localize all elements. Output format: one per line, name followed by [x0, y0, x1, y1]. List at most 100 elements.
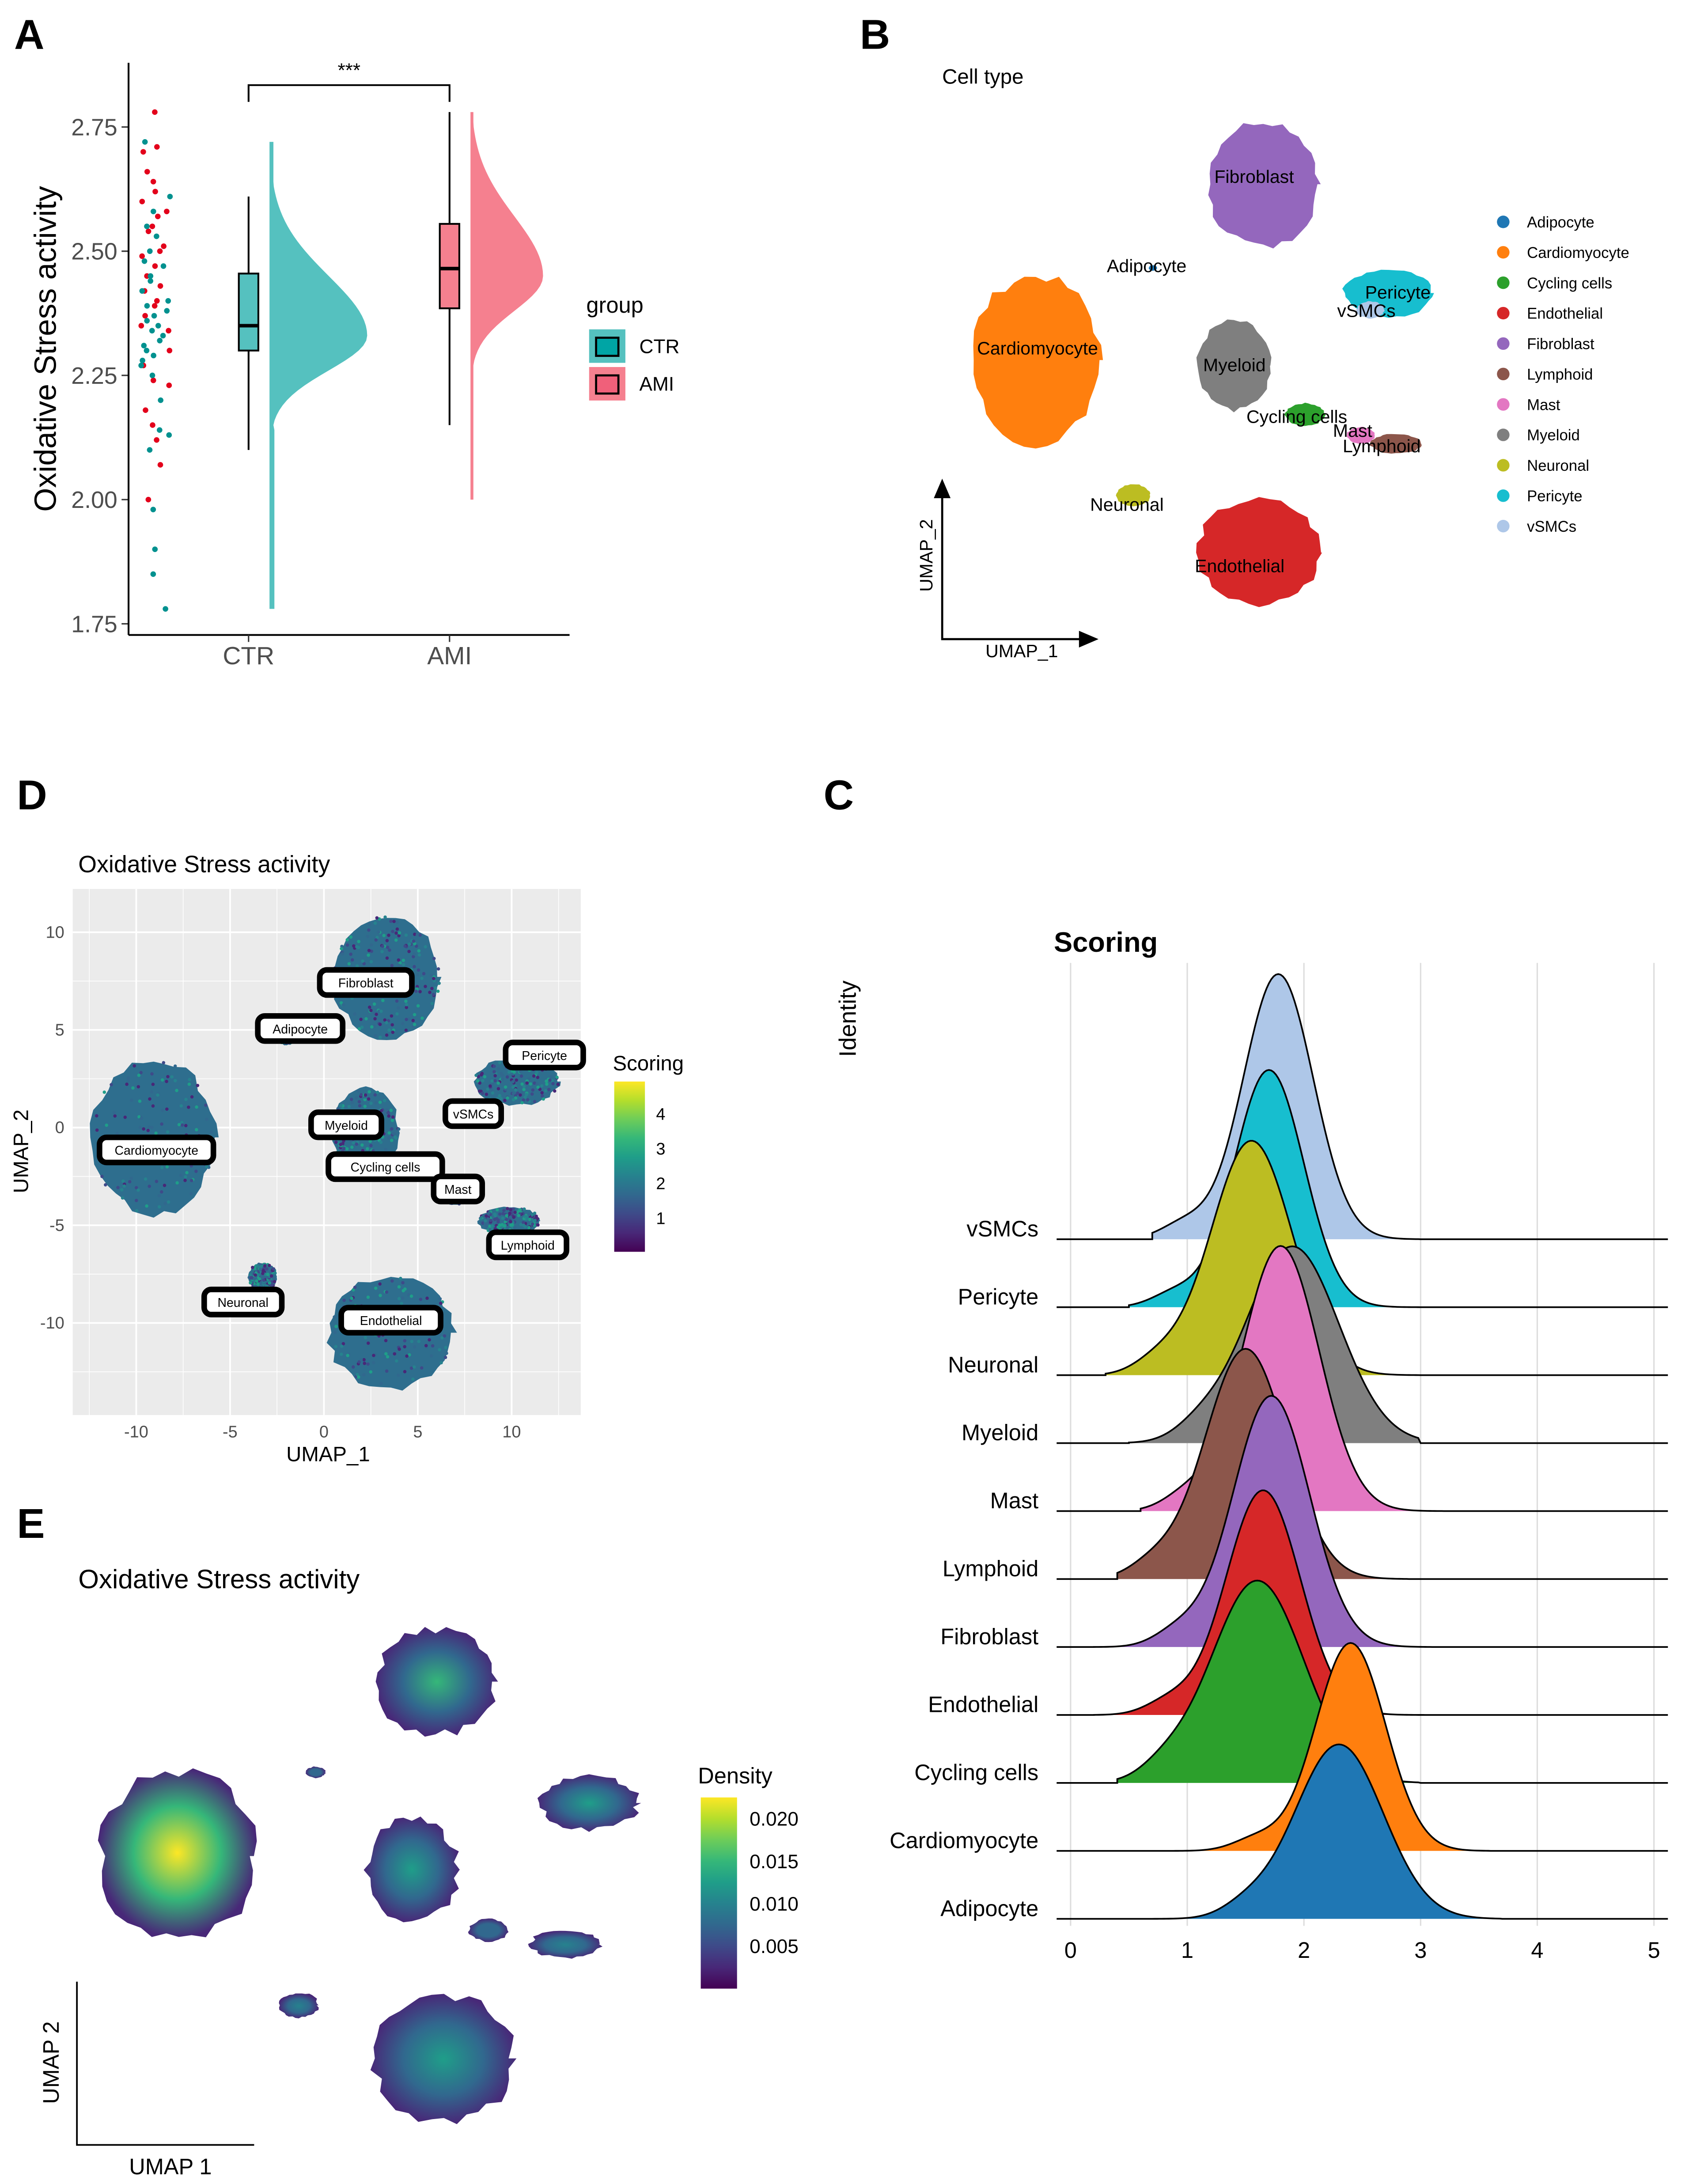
a-legend-box-ami [595, 374, 620, 395]
a-point [166, 382, 172, 388]
d-cell-point [381, 944, 385, 948]
e-cluster-density [375, 1627, 498, 1737]
a-point [145, 228, 151, 235]
d-cell-point [131, 1086, 135, 1090]
b-legend-label: vSMCs [1527, 519, 1576, 535]
d-cell-point [100, 1174, 104, 1178]
d-cell-point [358, 1104, 362, 1108]
panel-label-d: D [17, 772, 47, 819]
d-cell-point [113, 1114, 117, 1118]
d-cell-point [150, 1125, 154, 1129]
d-cell-point [403, 1370, 407, 1374]
d-cell-point [185, 1171, 189, 1174]
c-ridge-fill [1057, 1140, 1668, 1375]
a-point [152, 263, 158, 269]
d-cell-point [540, 1091, 544, 1095]
d-cell-point [334, 1140, 338, 1144]
d-cell-point [366, 1147, 369, 1151]
d-cell-point [369, 1101, 373, 1105]
d-cell-point [489, 1219, 492, 1223]
d-cell-point [520, 1082, 524, 1086]
e-cluster-density [305, 1766, 326, 1779]
d-cell-point [511, 1085, 515, 1089]
d-cell-point [138, 1099, 142, 1103]
d-cell-point [534, 1214, 538, 1218]
d-cell-point [372, 1024, 376, 1028]
d-cell-point [506, 1226, 510, 1230]
d-cell-point [476, 1085, 480, 1089]
d-cell-point [430, 1002, 434, 1005]
c-xtick-label: 4 [1531, 1938, 1543, 1963]
d-cell-point [371, 1361, 375, 1364]
d-cell-point [485, 1214, 488, 1218]
d-cell-point [352, 1141, 355, 1145]
d-cell-point [147, 1125, 151, 1129]
d-cell-point [156, 1093, 159, 1097]
b-legend-label: Fibroblast [1527, 336, 1594, 353]
d-cell-point [95, 1128, 99, 1132]
d-cell-point [369, 1370, 373, 1374]
d-cell-point [258, 1277, 261, 1281]
b-legend-dot [1497, 276, 1510, 289]
d-cell-point [363, 1105, 367, 1108]
a-point [142, 139, 148, 145]
d-cell-point [411, 1377, 415, 1381]
d-cell-point [138, 1125, 142, 1129]
d-cell-point [412, 955, 415, 958]
d-cell-point [367, 922, 371, 926]
d-cell-point [350, 1145, 354, 1149]
d-cell-point [145, 1204, 148, 1208]
c-ytick-label: Endothelial [928, 1692, 1038, 1717]
d-cell-point [370, 943, 373, 947]
d-cell-point [350, 1296, 353, 1300]
d-cell-point [420, 1366, 424, 1370]
d-cell-point [509, 1223, 513, 1227]
d-cell-point [134, 1186, 138, 1189]
a-point [157, 283, 163, 289]
d-cell-point [359, 1018, 363, 1021]
panel-label-a: A [14, 11, 44, 58]
d-cell-point [390, 1139, 394, 1142]
d-cell-point [432, 977, 436, 980]
d-cell-point [165, 1079, 168, 1083]
a-point [144, 348, 150, 354]
d-cell-point [129, 1177, 133, 1180]
d-cell-point [504, 1085, 507, 1089]
a-point [147, 447, 153, 453]
d-cell-point [150, 1090, 154, 1094]
d-cell-point [481, 1091, 485, 1095]
d-cell-point [401, 963, 405, 966]
d-cell-point [363, 1098, 367, 1101]
d-cell-point [495, 1208, 499, 1212]
d-cell-point [339, 1352, 343, 1356]
a-point [150, 178, 156, 185]
d-cell-point [188, 1078, 191, 1082]
d-cell-point [350, 958, 354, 962]
c-ridge-fill [1057, 1396, 1668, 1647]
panel-label-b: B [860, 11, 890, 58]
a-point [144, 223, 150, 229]
d-cell-point [505, 1214, 508, 1218]
d-cell-point [403, 1287, 407, 1291]
a-point [140, 357, 145, 363]
d-cell-point [519, 1074, 523, 1078]
d-cell-point [531, 1088, 535, 1092]
d-cell-point [262, 1278, 266, 1282]
a-point [160, 263, 167, 269]
a-point [150, 507, 156, 513]
d-cell-point [397, 1285, 401, 1289]
d-cell-point [340, 1344, 344, 1348]
a-ylabel: Oxidative Stress activity [28, 186, 63, 512]
d-cell-point [517, 1214, 521, 1218]
d-cell-point [396, 1374, 400, 1377]
d-cell-point [498, 1094, 501, 1098]
b-legend-label: Pericyte [1527, 488, 1583, 505]
a-point [149, 372, 155, 379]
d-cell-point [474, 1073, 478, 1077]
d-cell-point [367, 928, 371, 932]
d-cell-point [112, 1111, 116, 1114]
c-xtick-label: 2 [1298, 1938, 1310, 1963]
d-cluster-label: Lymphoid [501, 1239, 555, 1253]
d-cell-point [347, 1105, 351, 1109]
d-cell-point [491, 1091, 495, 1095]
